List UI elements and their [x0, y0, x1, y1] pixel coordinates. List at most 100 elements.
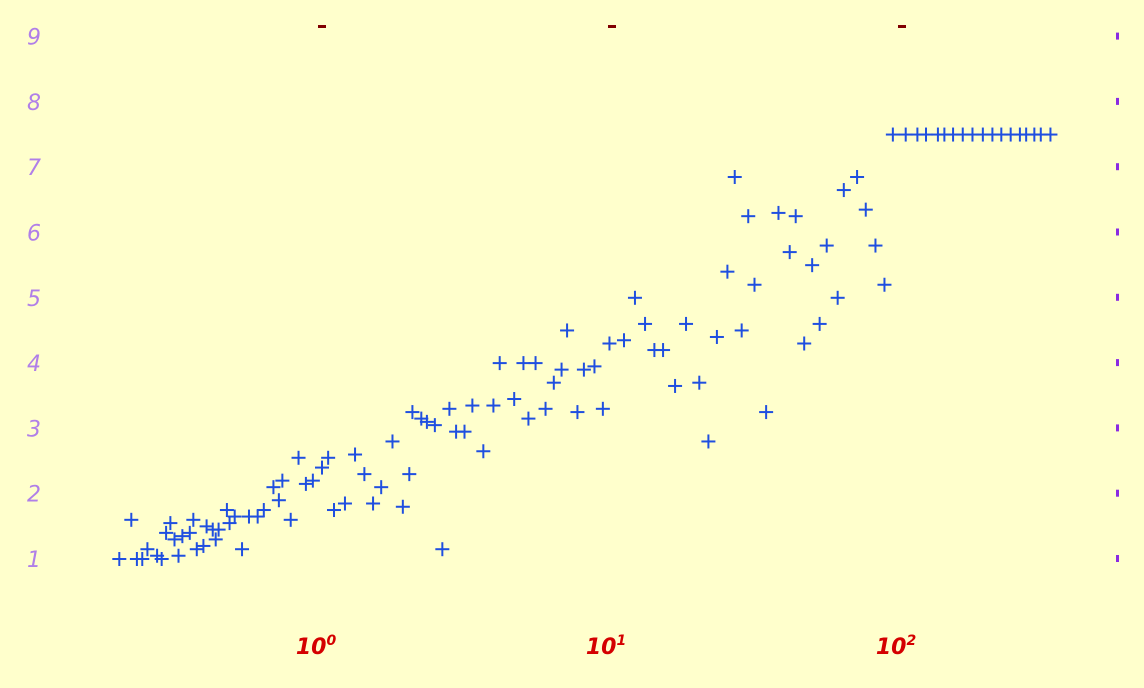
data-point: [528, 356, 543, 371]
data-point: [476, 444, 491, 459]
data-point: [587, 359, 602, 374]
data-point: [266, 480, 281, 495]
data-point: [836, 183, 851, 198]
data-point: [283, 512, 298, 527]
data-point: [595, 401, 610, 416]
data-point: [692, 375, 707, 390]
y-tick-label: 3: [27, 417, 41, 442]
data-point: [656, 343, 671, 358]
data-point: [486, 398, 501, 413]
data-point: [427, 418, 442, 433]
data-point: [208, 532, 223, 547]
y-tick-label: 2: [27, 483, 41, 508]
data-point: [812, 316, 827, 331]
data-point: [271, 493, 286, 508]
data-point: [112, 552, 127, 566]
data-point: [709, 329, 724, 344]
data-point: [235, 542, 250, 557]
data-point: [291, 450, 306, 465]
data-point: [858, 202, 873, 217]
right-tick-mark: [1116, 293, 1119, 301]
data-point: [741, 209, 756, 224]
right-tick-mark: [1116, 424, 1119, 432]
data-point: [140, 542, 155, 557]
data-point: [366, 496, 381, 511]
data-point: [374, 480, 389, 495]
data-point: [560, 323, 575, 338]
data-point: [679, 316, 694, 331]
data-point: [1043, 127, 1058, 142]
data-point: [788, 209, 803, 224]
data-point: [877, 277, 892, 292]
x-tick-label: 100: [296, 633, 337, 660]
data-point: [196, 538, 211, 553]
data-point: [570, 405, 585, 420]
data-point: [734, 323, 749, 338]
data-point: [348, 447, 363, 462]
data-point: [189, 542, 204, 557]
right-tick-mark: [1116, 97, 1119, 105]
data-point: [771, 205, 786, 220]
right-tick-mark: [1116, 163, 1119, 171]
data-point: [163, 516, 178, 531]
data-point: [327, 503, 342, 518]
data-point: [199, 519, 214, 534]
data-point: [182, 525, 197, 540]
data-point: [516, 356, 531, 371]
top-tick-mark: [318, 25, 326, 28]
top-tick-mark: [608, 25, 616, 28]
data-point: [405, 405, 420, 420]
data-point: [337, 496, 352, 511]
right-tick-mark: [1116, 32, 1119, 40]
data-point: [211, 522, 226, 537]
data-point: [898, 127, 913, 142]
x-tick-label: 101: [586, 633, 626, 660]
right-tick-mark: [1116, 359, 1119, 367]
data-point: [868, 238, 883, 253]
data-point: [521, 411, 536, 426]
data-point: [627, 290, 642, 305]
data-point: [492, 356, 507, 371]
data-point: [395, 499, 410, 514]
data-point: [638, 316, 653, 331]
top-tick-mark: [898, 25, 906, 28]
data-point: [402, 467, 417, 482]
right-tick-mark: [1116, 489, 1119, 497]
data-point: [617, 333, 632, 348]
data-point: [227, 509, 242, 524]
data-point: [419, 414, 434, 429]
data-point: [747, 277, 762, 292]
data-point: [154, 552, 169, 566]
data-point: [305, 473, 320, 488]
data-point: [159, 525, 174, 540]
x-tick-label: 102: [876, 633, 916, 660]
data-point: [885, 127, 900, 142]
data-point: [546, 375, 561, 390]
data-point: [727, 169, 742, 184]
data-point: [457, 424, 472, 439]
data-point: [602, 336, 617, 351]
data-point: [357, 467, 372, 482]
data-point: [315, 460, 329, 475]
data-point: [465, 398, 480, 413]
data-point: [435, 542, 450, 557]
data-point: [805, 258, 820, 273]
data-point: [175, 529, 190, 544]
data-point: [256, 503, 271, 518]
data-point: [759, 405, 774, 420]
right-tick-mark: [1116, 555, 1119, 562]
data-point: [219, 503, 234, 518]
data-point: [576, 362, 591, 377]
data-point: [321, 450, 336, 465]
data-point: [819, 238, 834, 253]
data-point: [797, 336, 812, 351]
y-tick-label: 7: [27, 156, 41, 181]
data-point: [538, 401, 553, 416]
y-tick-label: 5: [27, 287, 41, 312]
data-point: [250, 509, 265, 524]
right-tick-mark: [1116, 228, 1119, 236]
data-point: [124, 512, 139, 527]
y-tick-label: 1: [27, 548, 41, 573]
y-tick-label: 6: [27, 222, 41, 247]
